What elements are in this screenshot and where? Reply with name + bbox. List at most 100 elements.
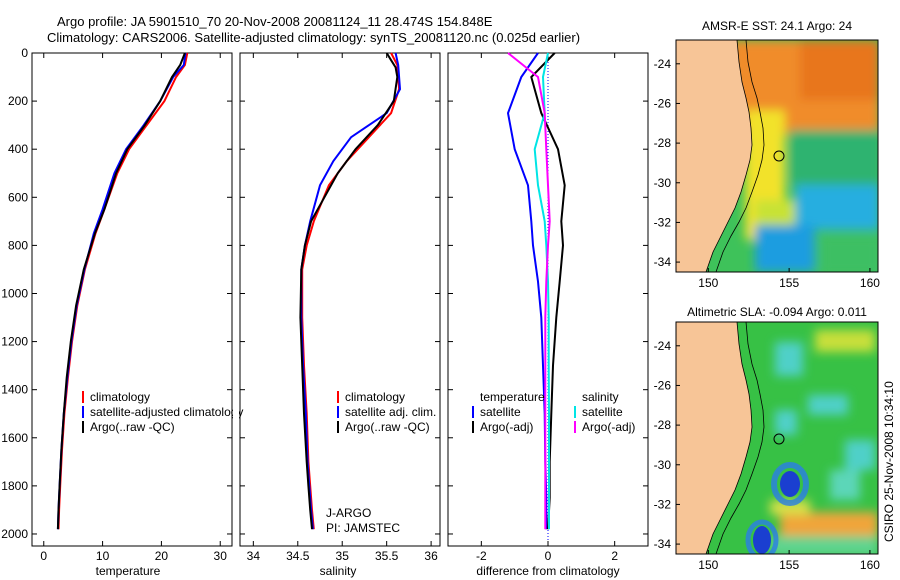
sla-cold-eddy-2 — [753, 526, 771, 554]
sst-ytick-label-0: -24 — [654, 57, 672, 71]
sst-cool-west — [755, 225, 815, 272]
sst-argo-marker — [773, 150, 785, 162]
sst-ytick-label-3: -30 — [654, 176, 672, 190]
sst-xtick-label-0: 150 — [698, 276, 718, 290]
difference-xtick-label-2: 2 — [611, 549, 618, 563]
temperature-ytick-label-7: 1400 — [1, 383, 28, 397]
sla-map-frame — [675, 321, 879, 555]
sst-mid-green — [790, 130, 878, 185]
temperature-xtick-label-1: 10 — [96, 549, 110, 563]
temperature-ytick-label-4: 800 — [8, 238, 28, 252]
sst-map-title: AMSR-E SST: 24.1 Argo: 24 — [702, 19, 852, 33]
temperature-ytick-label-6: 1200 — [1, 335, 28, 349]
temperature-xtick-label-3: 30 — [214, 549, 228, 563]
sla-land — [676, 322, 753, 554]
sla-ytick-label-4: -32 — [654, 497, 672, 511]
sla-ytick-label-5: -34 — [654, 537, 672, 551]
difference-legend-temperature-heading: temperature — [480, 390, 545, 404]
sst-field — [730, 40, 878, 272]
salinity-xtick-label-3: 35.5 — [375, 549, 399, 563]
sla-cyan-2 — [808, 395, 848, 415]
sla-cold-eddy-1 — [780, 471, 800, 497]
salinity-xtick-label-0: 34 — [247, 549, 261, 563]
sla-ytick-label-0: -24 — [654, 339, 672, 353]
sla-xtick-label-2: 160 — [860, 558, 880, 572]
salinity-annotation-program: J-ARGO — [326, 506, 371, 520]
difference-legend-sal-satellite: satellite — [582, 405, 623, 419]
temperature-ytick-label-8: 1600 — [1, 431, 28, 445]
sst-ytick-label-4: -32 — [654, 215, 672, 229]
sla-map-ticks: 150 155 160 -24 -26 -28 -30 -32 -34 — [654, 339, 881, 572]
figure-title-line1: Argo profile: JA 5901510_70 20-Nov-2008 … — [57, 14, 493, 29]
difference-xtick-label-1: 0 — [545, 549, 552, 563]
footer-stamp: CSIRO 25-Nov-2008 10:34:10 — [882, 381, 896, 542]
salinity-legend-satellite: satellite adj. clim. — [345, 405, 436, 419]
salinity-series-argo — [299, 52, 399, 530]
salinity-xlabel: salinity — [320, 564, 357, 578]
difference-xtick-label-0: -2 — [476, 549, 487, 563]
sla-cyan-3 — [845, 440, 875, 470]
temperature-legend-satellite: satellite-adjusted climatology — [90, 405, 243, 419]
difference-lines — [506, 52, 566, 530]
temperature-ytick-label-5: 1000 — [1, 286, 28, 300]
salinity-lines — [299, 52, 402, 530]
sst-cool-east — [795, 185, 878, 230]
sla-xtick-label-0: 150 — [698, 558, 718, 572]
temperature-ytick-label-10: 2000 — [1, 527, 28, 541]
sla-ytick-label-2: -28 — [654, 418, 672, 432]
temperature-ytick-label-9: 1800 — [1, 479, 28, 493]
difference-panel: -2 0 2 difference from climatology tempera… — [447, 52, 649, 578]
sst-map-panel: AMSR-E SST: 24.1 Argo: 24 150 155 160 -24 -2… — [654, 19, 881, 290]
temperature-ytick-label-1: 200 — [8, 94, 28, 108]
sst-isobath — [715, 40, 765, 272]
sst-land — [676, 40, 753, 272]
sla-ytick-label-3: -30 — [654, 458, 672, 472]
temperature-legend-argo: Argo(..raw -QC) — [90, 420, 175, 434]
sla-cold-eddy-2-halo — [745, 519, 779, 554]
salinity-legend-argo: Argo(..raw -QC) — [345, 420, 430, 434]
sst-ytick-label-5: -34 — [654, 255, 672, 269]
sla-field — [770, 330, 878, 554]
difference-ticks: -2 0 2 — [448, 52, 648, 563]
sst-map-frame — [675, 39, 879, 273]
sla-cold-eddy-1-halo — [771, 462, 809, 506]
sla-map-panel: Altimetric SLA: -0.094 Argo: 0.011 — [654, 305, 881, 572]
sst-xtick-label-1: 155 — [779, 276, 799, 290]
temperature-xlabel: temperature — [96, 564, 161, 578]
difference-legend-salinity-heading: salinity — [582, 390, 619, 404]
sla-cyan-5 — [775, 410, 797, 435]
temperature-legend-climatology: climatology — [90, 390, 150, 404]
temperature-panel: 0 10 20 30 0 200 400 600 800 1000 1200 1400 1600 1800… — [1, 46, 243, 578]
sla-map-title: Altimetric SLA: -0.094 Argo: 0.011 — [687, 305, 867, 319]
temperature-ytick-label-2: 400 — [8, 142, 28, 156]
sst-ytick-label-1: -26 — [654, 96, 672, 110]
difference-legend: temperature satellite Argo(-adj) salinit… — [472, 390, 635, 434]
sla-green-bottom — [770, 536, 878, 554]
temperature-xtick-label-2: 20 — [155, 549, 169, 563]
salinity-series-climatology — [301, 52, 401, 530]
sla-argo-marker — [773, 433, 785, 445]
difference-series-salinity-argo — [507, 52, 551, 530]
temperature-xtick-label-0: 0 — [40, 549, 47, 563]
sla-yellow-ne — [815, 330, 875, 352]
difference-xlabel: difference from climatology — [476, 564, 619, 578]
salinity-legend-climatology: climatology — [345, 390, 405, 404]
salinity-axes-frame — [239, 52, 441, 547]
temperature-legend-clip-cover — [233, 390, 239, 436]
salinity-legend: climatology satellite adj. clim. Argo(..… — [337, 390, 436, 434]
difference-legend-temp-satellite: satellite — [480, 405, 521, 419]
temperature-legend: climatology satellite-adjusted climatolo… — [82, 390, 243, 434]
temperature-lines — [56, 52, 189, 530]
sst-xtick-label-2: 160 — [860, 276, 880, 290]
salinity-ticks: 34 34.5 35 35.5 36 — [240, 52, 440, 563]
temperature-ticks: 0 10 20 30 0 200 400 600 800 1000 1200 1400 1600 1800… — [1, 46, 232, 563]
temperature-series-climatology — [57, 52, 189, 530]
sst-south-green — [820, 235, 878, 272]
temperature-axes-frame — [31, 52, 233, 547]
salinity-annotation-pi: PI: JAMSTEC — [326, 521, 400, 535]
difference-legend-temp-argo: Argo(-adj) — [480, 420, 533, 434]
sst-map-ticks: 150 155 160 -24 -26 -28 -30 -32 -34 — [654, 57, 881, 290]
sst-ytick-label-2: -28 — [654, 136, 672, 150]
sla-cyan-4 — [830, 470, 860, 500]
